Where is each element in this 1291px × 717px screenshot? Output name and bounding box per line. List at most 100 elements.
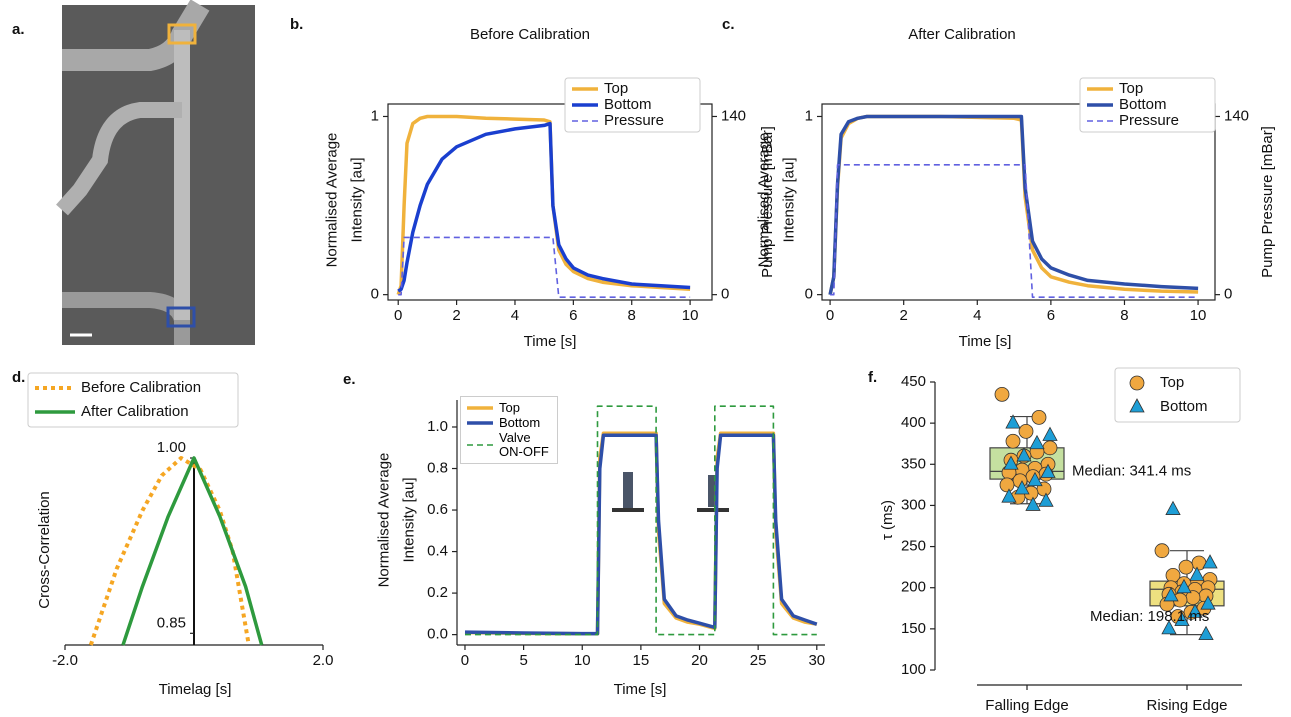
panel-label: c. xyxy=(722,16,735,33)
x-tick-label: 20 xyxy=(691,652,708,669)
point xyxy=(1042,426,1058,441)
legend-swatch xyxy=(467,421,493,425)
point xyxy=(1001,488,1017,503)
point xyxy=(1016,447,1032,462)
y2-axis-label: Pump Pressure [mBar] xyxy=(759,126,776,278)
legend-swatch xyxy=(1129,398,1145,413)
x-tick-label: 8 xyxy=(628,307,636,324)
y-tick-label: 0.6 xyxy=(427,501,448,518)
legend-label: Valve ON-OFF xyxy=(499,430,549,459)
x-tick-label: 15 xyxy=(633,652,650,669)
y2-tick-label: 140 xyxy=(1224,107,1249,124)
panel-label: e. xyxy=(343,371,356,388)
legend-entry: Valve ON-OFF xyxy=(467,431,551,459)
legend-label: Top xyxy=(499,400,520,415)
point xyxy=(1176,578,1192,594)
legend-label: Top xyxy=(1160,374,1184,391)
legend-label: Top xyxy=(1119,80,1143,97)
legend-swatch xyxy=(1129,375,1145,391)
point xyxy=(994,386,1010,402)
legend-entry: Bottom xyxy=(467,416,551,430)
legend-swatch xyxy=(467,406,493,410)
point xyxy=(1003,455,1019,470)
plot-frame xyxy=(387,103,713,301)
x-tick-label: 30 xyxy=(808,652,825,669)
x-axis-label: Time [s] xyxy=(524,333,577,350)
top-roi xyxy=(167,23,197,45)
y-axis-label: Normalised Average xyxy=(755,133,772,268)
plot-frame xyxy=(821,103,1216,301)
legend: Top Bottom Valve ON-OFF xyxy=(460,396,558,464)
y-tick-label: 450 xyxy=(901,373,926,390)
y-tick-label: 250 xyxy=(901,538,926,555)
x-tick-label: 0 xyxy=(394,307,402,324)
point xyxy=(1200,595,1216,610)
x-tick-label: 0 xyxy=(826,307,834,324)
panel-label: b. xyxy=(290,16,303,33)
legend-box xyxy=(27,372,239,428)
point xyxy=(999,477,1015,493)
panel-label: a. xyxy=(12,21,25,38)
point xyxy=(1165,500,1181,515)
point xyxy=(1025,496,1041,511)
valve-icon xyxy=(697,508,729,512)
y2-tick-label: 140 xyxy=(721,107,746,124)
y-tick-label: 300 xyxy=(901,496,926,513)
point xyxy=(1005,414,1021,429)
chart-title: Before Calibration xyxy=(470,26,590,43)
series-line xyxy=(397,121,691,293)
x-tick-label: 2 xyxy=(900,307,908,324)
x-tick-label: 5 xyxy=(519,652,527,669)
y-axis-label: Normalised Average xyxy=(375,453,392,588)
point xyxy=(1187,603,1203,618)
y-tick-label: 1 xyxy=(371,107,379,124)
y-tick-label: 200 xyxy=(901,579,926,596)
legend-entry: Top xyxy=(467,401,551,415)
x-tick-label: 10 xyxy=(682,307,699,324)
point xyxy=(1027,471,1043,487)
point xyxy=(1161,620,1177,635)
y2-tick-label: 0 xyxy=(1224,286,1232,303)
series-line xyxy=(828,114,1199,296)
inset-icons xyxy=(612,472,729,512)
x-tick-label: 25 xyxy=(750,652,767,669)
x-tick-label: 4 xyxy=(511,307,519,324)
legend-box xyxy=(564,77,701,133)
panel-label: d. xyxy=(12,369,25,386)
valve-icon xyxy=(612,508,644,512)
y-axis-label: Cross-Correlation xyxy=(36,491,53,609)
point xyxy=(1014,480,1030,495)
series-line xyxy=(121,456,264,646)
valve-icon xyxy=(623,472,633,510)
point xyxy=(1005,433,1021,449)
y-axis-label: Intensity [au] xyxy=(780,157,797,242)
x-tick-label: Falling Edge xyxy=(985,697,1068,714)
y-axis-label: τ (ms) xyxy=(879,500,896,540)
y-axis-label: Intensity [au] xyxy=(400,477,417,562)
y-tick-label: 0 xyxy=(371,286,379,303)
x-tick-label: 6 xyxy=(569,307,577,324)
legend-label: Top xyxy=(604,80,628,97)
point xyxy=(1042,440,1058,456)
series-line xyxy=(828,114,1199,296)
x-tick-label: 2 xyxy=(452,307,460,324)
chart-title: After Calibration xyxy=(908,26,1016,43)
legend-label: Bottom xyxy=(604,96,652,113)
point xyxy=(1163,587,1179,602)
y-tick-label: 0 xyxy=(805,286,813,303)
y2-tick-label: 0 xyxy=(721,286,729,303)
y-tick-label: 100 xyxy=(901,661,926,678)
point xyxy=(1040,463,1056,478)
x-tick-label: Rising Edge xyxy=(1147,697,1228,714)
y-tick-label: 1.0 xyxy=(427,418,448,435)
y-tick-label: 0.2 xyxy=(427,584,448,601)
panel-label: f. xyxy=(868,369,877,386)
x-tick-label: -2.0 xyxy=(52,652,78,669)
legend-label: Before Calibration xyxy=(81,379,201,396)
legend-label: Bottom xyxy=(499,415,541,430)
legend-label: After Calibration xyxy=(81,403,189,420)
point xyxy=(1202,554,1218,569)
y-tick-label: 0.85 xyxy=(157,614,186,631)
point xyxy=(1031,409,1047,425)
